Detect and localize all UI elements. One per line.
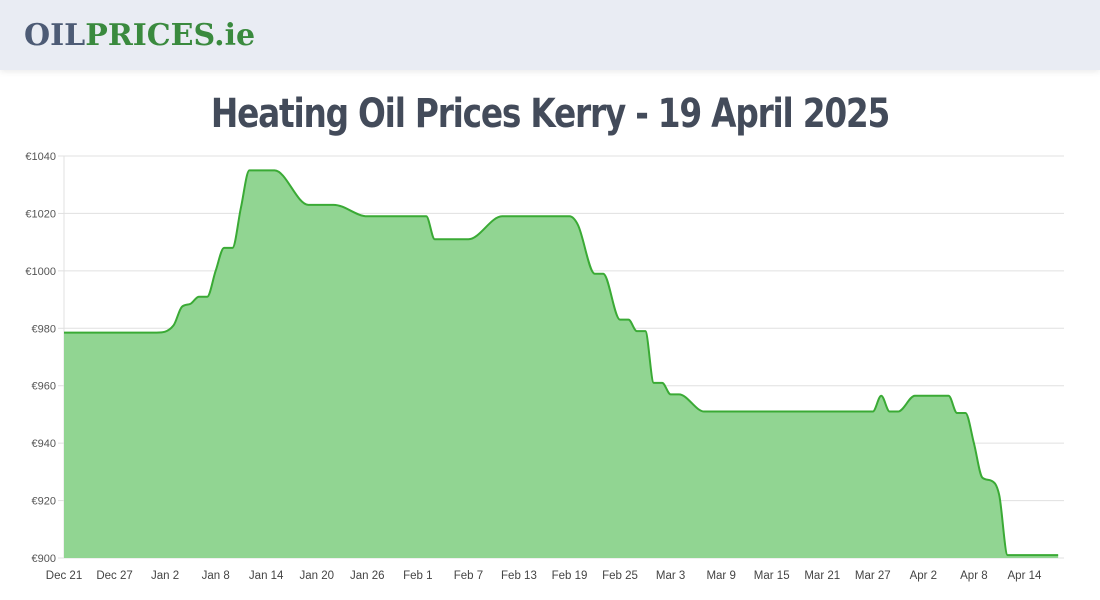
price-line [64,169,1059,557]
x-tick-label: Mar 21 [804,570,840,582]
y-tick-label: €1040 [25,151,56,163]
x-tick-label: Feb 7 [454,570,483,582]
x-tick-label: Mar 9 [706,570,735,582]
y-tick-label: €900 [32,553,56,565]
x-tick-label: Jan 14 [249,570,284,582]
y-tick-label: €980 [32,323,56,335]
x-tick-label: Feb 25 [602,570,638,582]
x-tick-label: Apr 2 [910,570,938,582]
y-tick-label: €960 [32,381,56,393]
price-area-fill [64,170,1059,558]
logo-text-prices: PRICES.ie [85,18,256,53]
page-title: Heating Oil Prices Kerry - 19 April 2025 [210,91,890,137]
site-logo[interactable]: OILPRICES.ie [24,16,255,56]
x-tick-label: Mar 15 [754,570,790,582]
y-tick-label: €940 [32,438,56,450]
x-tick-label: Mar 3 [656,570,685,582]
site-header: OILPRICES.ie [0,0,1100,70]
x-tick-label: Mar 27 [855,570,891,582]
y-axis: €1040 €1020 €1000 €980 €960 €940 €920 €900 [25,151,56,565]
x-tick-label: Apr 14 [1008,570,1042,582]
x-tick-label: Jan 20 [299,570,334,582]
x-tick-label: Dec 27 [96,570,132,582]
x-tick-label: Jan 26 [350,570,385,582]
x-tick-label: Feb 1 [403,570,432,582]
x-axis: Dec 21 Dec 27 Jan 2 Jan 8 Jan 14 Jan 20 Jan 26… [46,570,1042,582]
logo-text-oil: OIL [24,18,86,53]
x-tick-label: Jan 2 [151,570,179,582]
y-tick-label: €1020 [25,208,56,220]
y-tick-label: €1000 [25,266,56,278]
x-tick-label: Feb 19 [552,570,588,582]
x-tick-label: Apr 8 [960,570,988,582]
x-tick-label: Dec 21 [46,570,82,582]
y-tick-label: €920 [32,496,56,508]
x-tick-label: Jan 8 [202,570,230,582]
x-tick-label: Feb 13 [501,570,537,582]
